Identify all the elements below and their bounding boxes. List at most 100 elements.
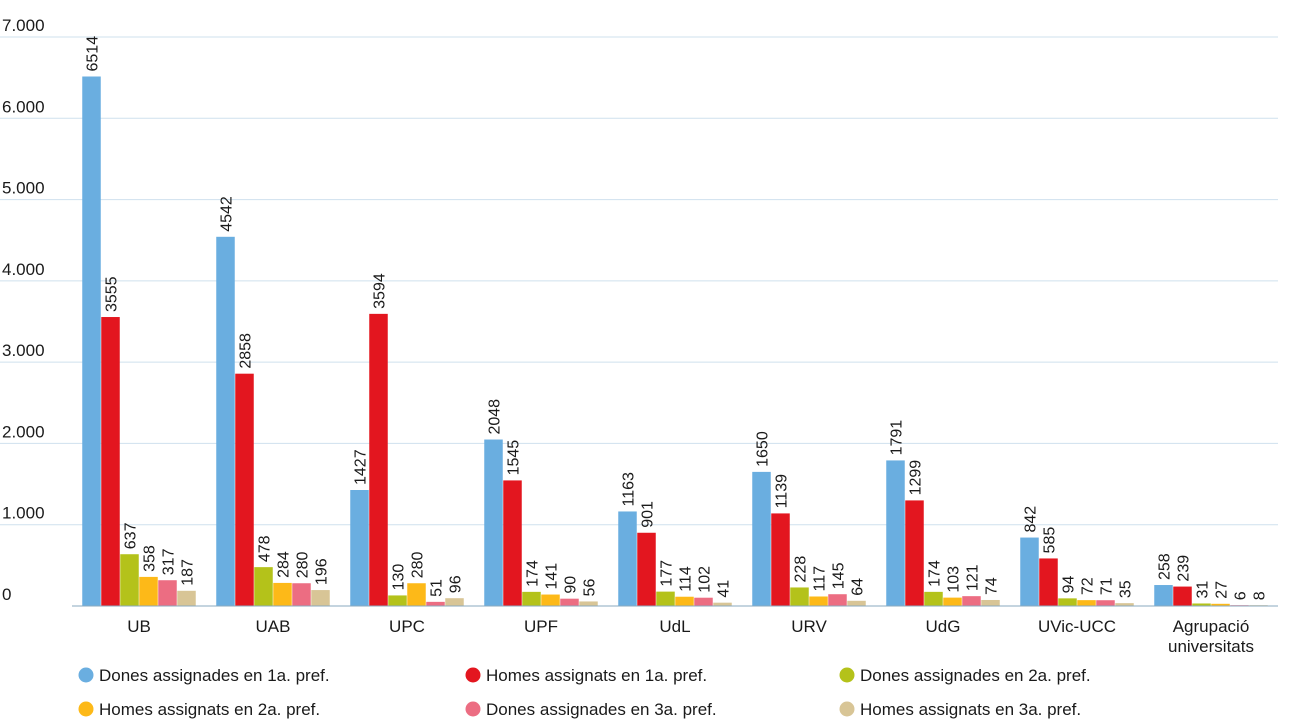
- legend-marker: [839, 701, 855, 717]
- data-label: 4542: [219, 196, 236, 232]
- data-label: 51: [429, 579, 446, 597]
- data-label: 2858: [238, 333, 255, 369]
- data-label: 90: [563, 576, 580, 594]
- data-label: 228: [793, 556, 810, 583]
- data-label: 1163: [621, 472, 638, 507]
- data-label: 284: [276, 551, 293, 578]
- data-label: 141: [544, 563, 561, 590]
- y-tick-label: 7.000: [2, 16, 45, 35]
- data-label: 187: [180, 559, 197, 586]
- bar: [981, 599, 1000, 606]
- y-tick-label: 4.000: [2, 260, 45, 279]
- legend-entry: Homes assignats en 1a. pref.: [486, 666, 707, 685]
- data-label: 317: [161, 548, 178, 575]
- data-label: 239: [1176, 555, 1193, 582]
- x-axis-tick-labels: UB UAB UPC UPF UdL URV UdG UVic-UCC Agrupació uni…: [127, 617, 1254, 656]
- bar: [579, 601, 598, 606]
- bars: [82, 76, 1268, 606]
- bar: [541, 594, 560, 606]
- y-tick-label: 6.000: [2, 97, 45, 116]
- bar: [847, 600, 866, 606]
- bar: [522, 591, 541, 606]
- legend-entry: Dones assignades en 3a. pref.: [486, 700, 717, 719]
- x-tick-label: UPC: [389, 617, 425, 636]
- bar: [445, 598, 464, 606]
- data-label: 71: [1099, 577, 1116, 595]
- bar: [177, 590, 196, 606]
- legend: Dones assignades en 1a. pref. Homes assig…: [78, 666, 1091, 719]
- y-tick-label: 2.000: [2, 422, 45, 441]
- bar: [388, 595, 407, 606]
- data-label: 114: [678, 566, 695, 592]
- bar: [790, 587, 809, 606]
- data-label: 56: [582, 579, 599, 597]
- data-label: 585: [1042, 527, 1059, 554]
- bar: [503, 480, 522, 606]
- bar: [426, 601, 445, 606]
- data-label: 8: [1252, 591, 1269, 600]
- bar: [350, 490, 369, 606]
- data-label: 74: [984, 577, 1001, 595]
- data-label: 258: [1157, 553, 1174, 580]
- bar: [618, 511, 637, 606]
- bar: [771, 513, 790, 606]
- bar: [656, 591, 675, 606]
- bar: [311, 590, 330, 606]
- x-tick-label: UPF: [524, 617, 558, 636]
- data-label: 637: [123, 522, 140, 549]
- data-label: 117: [812, 566, 829, 592]
- data-label: 1139: [774, 474, 791, 509]
- legend-entry: Homes assignats en 2a. pref.: [99, 700, 320, 719]
- data-label: 27: [1214, 581, 1231, 599]
- x-tick-label: Agrupació universitats: [1168, 617, 1254, 656]
- bar: [235, 373, 254, 606]
- bar: [292, 583, 311, 606]
- bar: [924, 591, 943, 606]
- legend-marker: [78, 701, 94, 717]
- data-label: 196: [314, 558, 331, 585]
- data-label: 31: [1195, 581, 1212, 599]
- bar: [1154, 585, 1173, 606]
- y-tick-label: 0: [2, 585, 11, 604]
- data-label: 3555: [104, 276, 121, 312]
- bar: [752, 471, 771, 606]
- bar: [1211, 603, 1230, 606]
- y-tick-label: 5.000: [2, 179, 45, 198]
- data-label: 102: [697, 566, 714, 593]
- bar: [1192, 603, 1211, 606]
- data-label: 41: [716, 580, 733, 598]
- bar: [828, 594, 847, 606]
- legend-entry: Homes assignats en 3a. pref.: [860, 700, 1081, 719]
- data-label: 174: [927, 560, 944, 587]
- x-tick-label: UdG: [926, 617, 961, 636]
- bar: [962, 596, 981, 606]
- y-axis-tick-labels: 0 1.000 2.000 3.000 4.000 5.000 6.000 7.000: [2, 16, 45, 604]
- data-label: 3594: [372, 273, 389, 309]
- bar: [675, 596, 694, 606]
- data-label: 64: [850, 578, 867, 596]
- bar: [905, 500, 924, 606]
- bar: [216, 236, 235, 606]
- data-label: 130: [391, 564, 408, 591]
- legend-marker: [465, 701, 481, 717]
- data-label: 358: [142, 545, 159, 572]
- data-label: 1791: [889, 420, 906, 456]
- bar: [158, 580, 177, 606]
- data-label: 94: [1061, 575, 1078, 593]
- bar: [82, 76, 101, 606]
- data-label: 177: [659, 560, 676, 587]
- data-label: 72: [1080, 577, 1097, 595]
- data-label: 121: [965, 564, 982, 591]
- x-tick-label: UVic-UCC: [1038, 617, 1116, 636]
- data-label: 145: [831, 562, 848, 589]
- bar: [713, 602, 732, 606]
- bar: [637, 532, 656, 606]
- bar: [407, 583, 426, 606]
- bar: [1077, 600, 1096, 606]
- data-label: 6514: [85, 36, 102, 72]
- bar: [886, 460, 905, 606]
- gridlines: [0, 36, 1278, 526]
- legend-entry: Dones assignades en 1a. pref.: [99, 666, 330, 685]
